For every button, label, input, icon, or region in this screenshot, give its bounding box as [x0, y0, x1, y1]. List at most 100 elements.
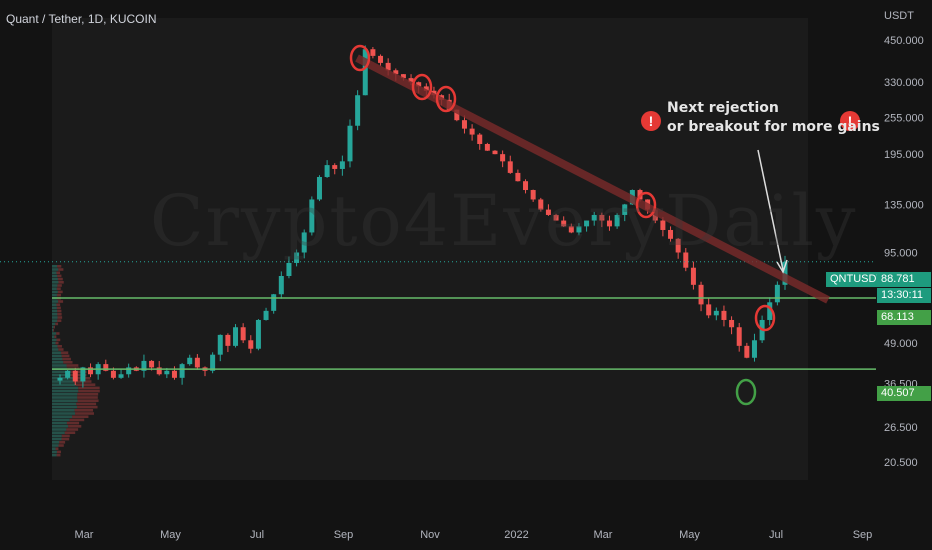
candle-body — [233, 327, 238, 346]
candle-body — [363, 49, 368, 95]
candle-body — [279, 276, 284, 294]
volume-profile-bar — [52, 387, 78, 390]
volume-profile-bar — [52, 300, 58, 303]
volume-profile-bar — [75, 412, 94, 415]
volume-profile-bar — [56, 303, 60, 306]
price-tick-label: 195.000 — [884, 149, 924, 161]
volume-profile-bar — [52, 265, 57, 268]
volume-profile-bar — [52, 355, 62, 358]
volume-profile-bar — [52, 323, 55, 326]
candle-body — [332, 165, 337, 169]
volume-profile-bar — [78, 399, 99, 402]
level-lower-label: 40.507 — [877, 386, 931, 401]
price-tick-label: 95.000 — [884, 247, 918, 259]
volume-profile-bar — [52, 294, 57, 297]
symbol-header[interactable]: Quant / Tether, 1D, KUCOIN — [6, 12, 157, 26]
volume-profile-bar — [66, 364, 78, 367]
volume-profile-bar — [57, 454, 61, 457]
volume-profile-bar — [52, 271, 56, 274]
volume-profile-bar — [52, 447, 56, 450]
volume-profile-bar — [52, 412, 75, 415]
volume-profile-bar — [52, 358, 62, 361]
volume-profile-bar — [52, 428, 66, 431]
candle-body — [699, 285, 704, 305]
volume-profile-bar — [52, 345, 57, 348]
candle-body — [264, 311, 269, 320]
volume-profile-bar — [52, 348, 58, 351]
candle-body — [706, 304, 711, 315]
candle-body — [248, 340, 253, 348]
watermark: Crypto4EveryDaily — [150, 180, 857, 262]
volume-profile-bar — [52, 361, 63, 364]
candle-body — [149, 361, 154, 368]
candle-body — [340, 161, 345, 169]
candle-body — [714, 311, 719, 315]
volume-profile-bar — [58, 444, 63, 447]
time-tick-label: 2022 — [504, 529, 528, 541]
annotation-text: Next rejection or breakout for more gain… — [667, 99, 880, 137]
volume-profile-bar — [57, 265, 61, 268]
volume-profile-bar — [58, 278, 63, 281]
volume-profile-bar — [70, 419, 84, 422]
candle-body — [500, 154, 505, 161]
time-tick-label: Jul — [250, 529, 264, 541]
candle-body — [187, 358, 192, 364]
volume-profile-bar — [52, 329, 53, 332]
volume-profile-bar — [57, 319, 61, 322]
candle-body — [111, 371, 116, 378]
time-tick-label: Mar — [75, 529, 94, 541]
volume-profile-bar — [61, 438, 69, 441]
last-price-label: 88.781 — [877, 272, 931, 287]
time-tick-label: Nov — [420, 529, 440, 541]
volume-profile-bar — [52, 307, 57, 310]
volume-profile-bar — [52, 316, 58, 319]
candle-body — [225, 335, 230, 346]
volume-profile-bar — [55, 323, 58, 326]
volume-profile-bar — [52, 435, 62, 438]
volume-profile-bar — [52, 281, 58, 284]
volume-profile-bar — [66, 428, 78, 431]
volume-profile-bar — [52, 319, 57, 322]
candle-body — [729, 320, 734, 327]
volume-profile-bar — [56, 332, 59, 335]
volume-profile-bar — [63, 361, 72, 364]
time-tick-label: Mar — [594, 529, 613, 541]
volume-profile-bar — [52, 339, 57, 342]
volume-profile-bar — [52, 313, 57, 316]
candle-body — [58, 378, 63, 381]
candle-body — [241, 327, 246, 340]
volume-profile-bar — [52, 364, 66, 367]
volume-profile-bar — [77, 393, 98, 396]
price-tick-label: 26.500 — [884, 422, 918, 434]
currency-label: USDT — [884, 10, 914, 22]
candle-body — [493, 151, 498, 154]
candle-body — [218, 335, 223, 355]
volume-profile-bar — [52, 326, 54, 329]
price-tick-label: 255.000 — [884, 112, 924, 124]
volume-profile-bar — [52, 396, 77, 399]
volume-profile-bar — [75, 409, 93, 412]
volume-profile-bar — [52, 415, 72, 418]
volume-profile-bar — [52, 425, 68, 428]
volume-profile-bar — [56, 271, 60, 274]
volume-profile-bar — [57, 307, 61, 310]
candle-body — [721, 311, 726, 320]
volume-profile-bar — [52, 291, 58, 294]
candle-body — [164, 371, 169, 374]
candle-body — [195, 358, 200, 368]
volume-profile-bar — [52, 342, 56, 345]
volume-profile-bar — [62, 435, 70, 438]
candle-body — [752, 340, 757, 357]
volume-profile-bar — [58, 268, 63, 271]
candle-body — [286, 263, 291, 276]
volume-profile-bar — [52, 409, 75, 412]
time-tick-label: May — [679, 529, 700, 541]
volume-profile-bar — [52, 393, 77, 396]
candle-body — [370, 49, 375, 56]
symbol-tag: QNTUSDT — [826, 272, 880, 287]
volume-profile-bar — [78, 390, 100, 393]
volume-profile-bar — [52, 399, 78, 402]
volume-profile-bar — [57, 284, 61, 287]
